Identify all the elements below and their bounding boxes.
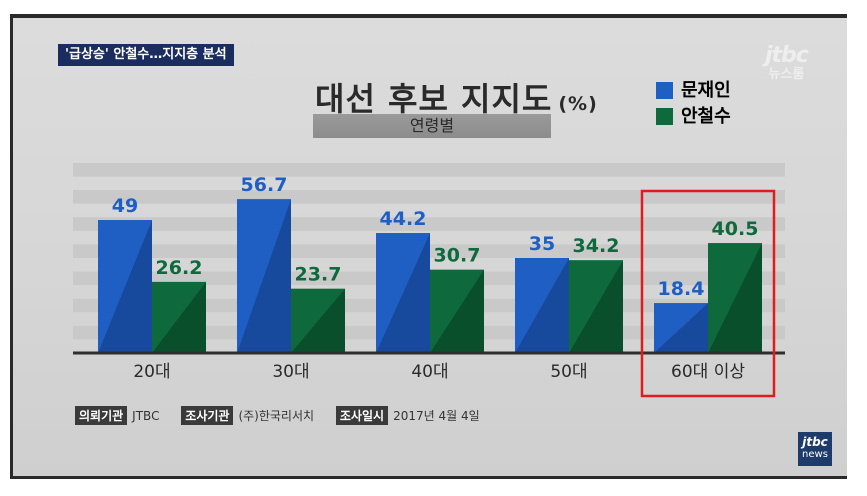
footer-value-client: JTBC [132,409,160,423]
value-label-moon-1: 56.7 [241,174,288,196]
footer-item-client: 의뢰기관 JTBC [75,406,159,425]
subtitle-bar: 연령별 [313,114,551,138]
value-label-ahn-4: 40.5 [712,218,759,240]
title-unit: (%) [558,93,598,115]
footer-item-agency: 조사기관 (주)한국리서치 [181,406,314,425]
footer-item-date: 조사일시 2017년 4월 4일 [335,406,480,425]
logo-sub: 뉴스룸 [768,67,805,83]
bar-moon-4 [654,303,708,353]
chart-title: 대선 후보 지지도 (%) [315,74,598,120]
footer-tag-client: 의뢰기관 [75,406,128,425]
bar-chart: 49 26.2 20대 56.7 23.7 30대 44.2 30.7 40대 35 34.2 50대… [73,163,785,398]
badge-main: jtbc [802,435,828,449]
highlight-box [640,189,776,398]
badge-sub: news [802,449,828,461]
legend-label-ahn: 안철수 [681,106,731,127]
footer-value-agency: (주)한국리서치 [238,409,315,423]
category-label-4: 60대 이상 [671,362,745,382]
bar-ahn-0 [152,281,206,353]
value-label-moon-4: 18.4 [658,278,705,300]
title-text: 대선 후보 지지도 [315,80,553,118]
footer-value-date: 2017년 4월 4일 [393,409,480,423]
bar-ahn-1 [291,288,345,353]
grid-band [73,163,785,177]
broadcast-screen: '급상승' 안철수…지지층 분석 대선 후보 지지도 (%) 연령별 문재인 안철… [13,18,847,476]
survey-footer: 의뢰기관 JTBC 조사기관 (주)한국리서치 조사일시 2017년 4월 4일 [75,406,498,425]
bar-moon-0 [98,220,152,353]
bar-moon-2 [376,233,430,353]
bar-ahn-2 [430,269,484,353]
bar-ahn-4 [708,243,762,353]
value-label-moon-3: 35 [529,233,555,255]
value-label-moon-0: 49 [112,195,138,217]
value-label-ahn-1: 23.7 [295,264,342,286]
category-label-2: 40대 [411,362,448,382]
grid-band [73,217,785,231]
legend-swatch-moon [656,82,673,99]
bar-ahn-3 [569,260,623,353]
value-label-ahn-0: 26.2 [156,257,203,279]
bar-moon-1 [237,199,291,353]
logo-main: jtbc [765,43,809,68]
category-label-0: 20대 [133,362,170,382]
chart-subtitle: 연령별 [409,116,455,135]
value-label-moon-2: 44.2 [380,208,427,230]
footer-tag-date: 조사일시 [335,406,389,425]
category-label-1: 30대 [272,362,309,382]
legend-label-moon: 문재인 [681,80,731,101]
jtbc-news-badge: jtbc news [798,432,832,466]
bar-moon-3 [515,258,569,353]
value-label-ahn-2: 30.7 [434,245,481,267]
legend-swatch-ahn [656,108,673,125]
jtbc-newsroom-logo: jtbc 뉴스룸 [765,43,809,83]
value-label-ahn-3: 34.2 [573,235,620,257]
footer-tag-agency: 조사기관 [181,406,234,425]
headline-tag: '급상승' 안철수…지지층 분석 [58,44,234,66]
category-label-3: 50대 [550,362,587,382]
